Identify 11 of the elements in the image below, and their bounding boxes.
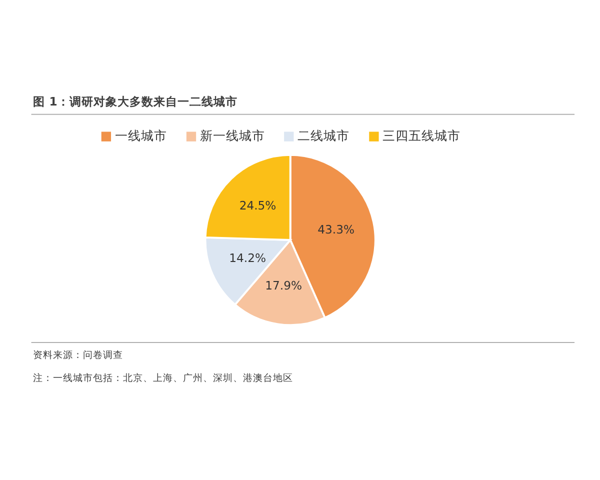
- legend-label: 二线城市: [298, 128, 350, 144]
- legend-label: 三四五线城市: [382, 128, 461, 144]
- data-label: 14.2%: [229, 251, 266, 266]
- data-label: 17.9%: [265, 278, 302, 292]
- text: 资料来源：问卷调查: [33, 348, 124, 361]
- text: 注：一线城市包括：北京、上海、广州、深圳、港澳台地区: [33, 372, 294, 384]
- legend-label: 一线城市: [114, 128, 167, 144]
- chart-title: 图 1：调研对象大多数来自一二线城市: [33, 94, 238, 109]
- data-label: 43.3%: [318, 222, 355, 236]
- data-label: 24.5%: [239, 198, 276, 213]
- legend-label: 新一线城市: [200, 128, 265, 144]
